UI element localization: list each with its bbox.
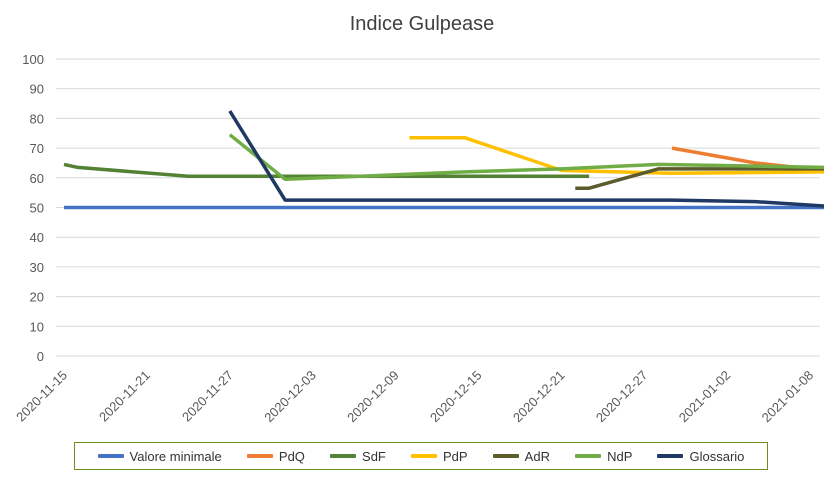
x-tick-label: 2021-01-02: [676, 368, 734, 426]
legend-swatch: [575, 454, 602, 458]
y-tick-label: 10: [30, 319, 44, 334]
chart-title: Indice Gulpease: [350, 13, 495, 35]
legend-swatch: [492, 454, 519, 458]
x-axis-tick-labels: 2020-11-15 2020-11-21 2020-11-27 2020-12-03…: [13, 368, 816, 426]
legend-label: PdQ: [278, 448, 305, 464]
chart-legend: Valore minimale PdQ SdF PdP AdR NdP Glossario: [74, 442, 768, 470]
x-tick-label: 2020-12-03: [261, 368, 319, 426]
legend-item: Valore minimale: [97, 448, 222, 464]
series-line-glossario: [228, 110, 825, 208]
legend-item: AdR: [492, 448, 550, 464]
legend-swatch: [410, 454, 437, 458]
series-lines: [63, 110, 825, 210]
legend-item: Glossario: [657, 449, 744, 464]
legend-label: PdP: [442, 448, 468, 464]
x-tick-label: 2020-11-15: [13, 368, 70, 425]
y-tick-label: 80: [30, 111, 44, 126]
y-tick-label: 50: [30, 201, 44, 216]
legend-label: SdF: [362, 448, 386, 464]
legend-swatch: [246, 454, 273, 458]
x-tick-label: 2020-11-21: [96, 368, 153, 425]
y-tick-label: 20: [30, 290, 44, 305]
x-tick-label: 2020-12-09: [344, 368, 402, 426]
legend-label: NdP: [607, 448, 633, 464]
legend-item: SdF: [330, 449, 386, 464]
x-tick-label: 2021-01-08: [759, 368, 817, 426]
y-tick-label: 60: [30, 171, 44, 186]
y-axis-tick-labels: 0 10 20 30 40 50 60 70 80 90 100: [22, 52, 44, 364]
y-tick-label: 40: [30, 230, 44, 245]
legend-swatch: [657, 454, 684, 458]
series-line-adr: [575, 167, 824, 190]
legend-label: AdR: [524, 448, 550, 464]
series-line-ndp: [228, 133, 825, 182]
legend-swatch: [97, 454, 124, 458]
legend-swatch: [330, 454, 357, 458]
x-tick-label: 2020-12-21: [510, 368, 568, 426]
x-tick-label: 2020-12-27: [593, 368, 651, 426]
y-tick-label: 90: [30, 82, 44, 97]
x-tick-label: 2020-11-27: [179, 368, 236, 425]
legend-label: Glossario: [689, 448, 745, 464]
legend-item: NdP: [575, 449, 632, 464]
legend-item: PdP: [410, 448, 468, 464]
y-tick-label: 70: [30, 141, 44, 156]
legend-item: PdQ: [246, 448, 305, 464]
y-tick-label: 100: [22, 52, 44, 67]
x-tick-label: 2020-12-15: [427, 368, 485, 426]
legend-label: Valore minimale: [129, 448, 222, 464]
y-tick-label: 30: [30, 260, 44, 275]
y-tick-label: 0: [37, 349, 44, 364]
